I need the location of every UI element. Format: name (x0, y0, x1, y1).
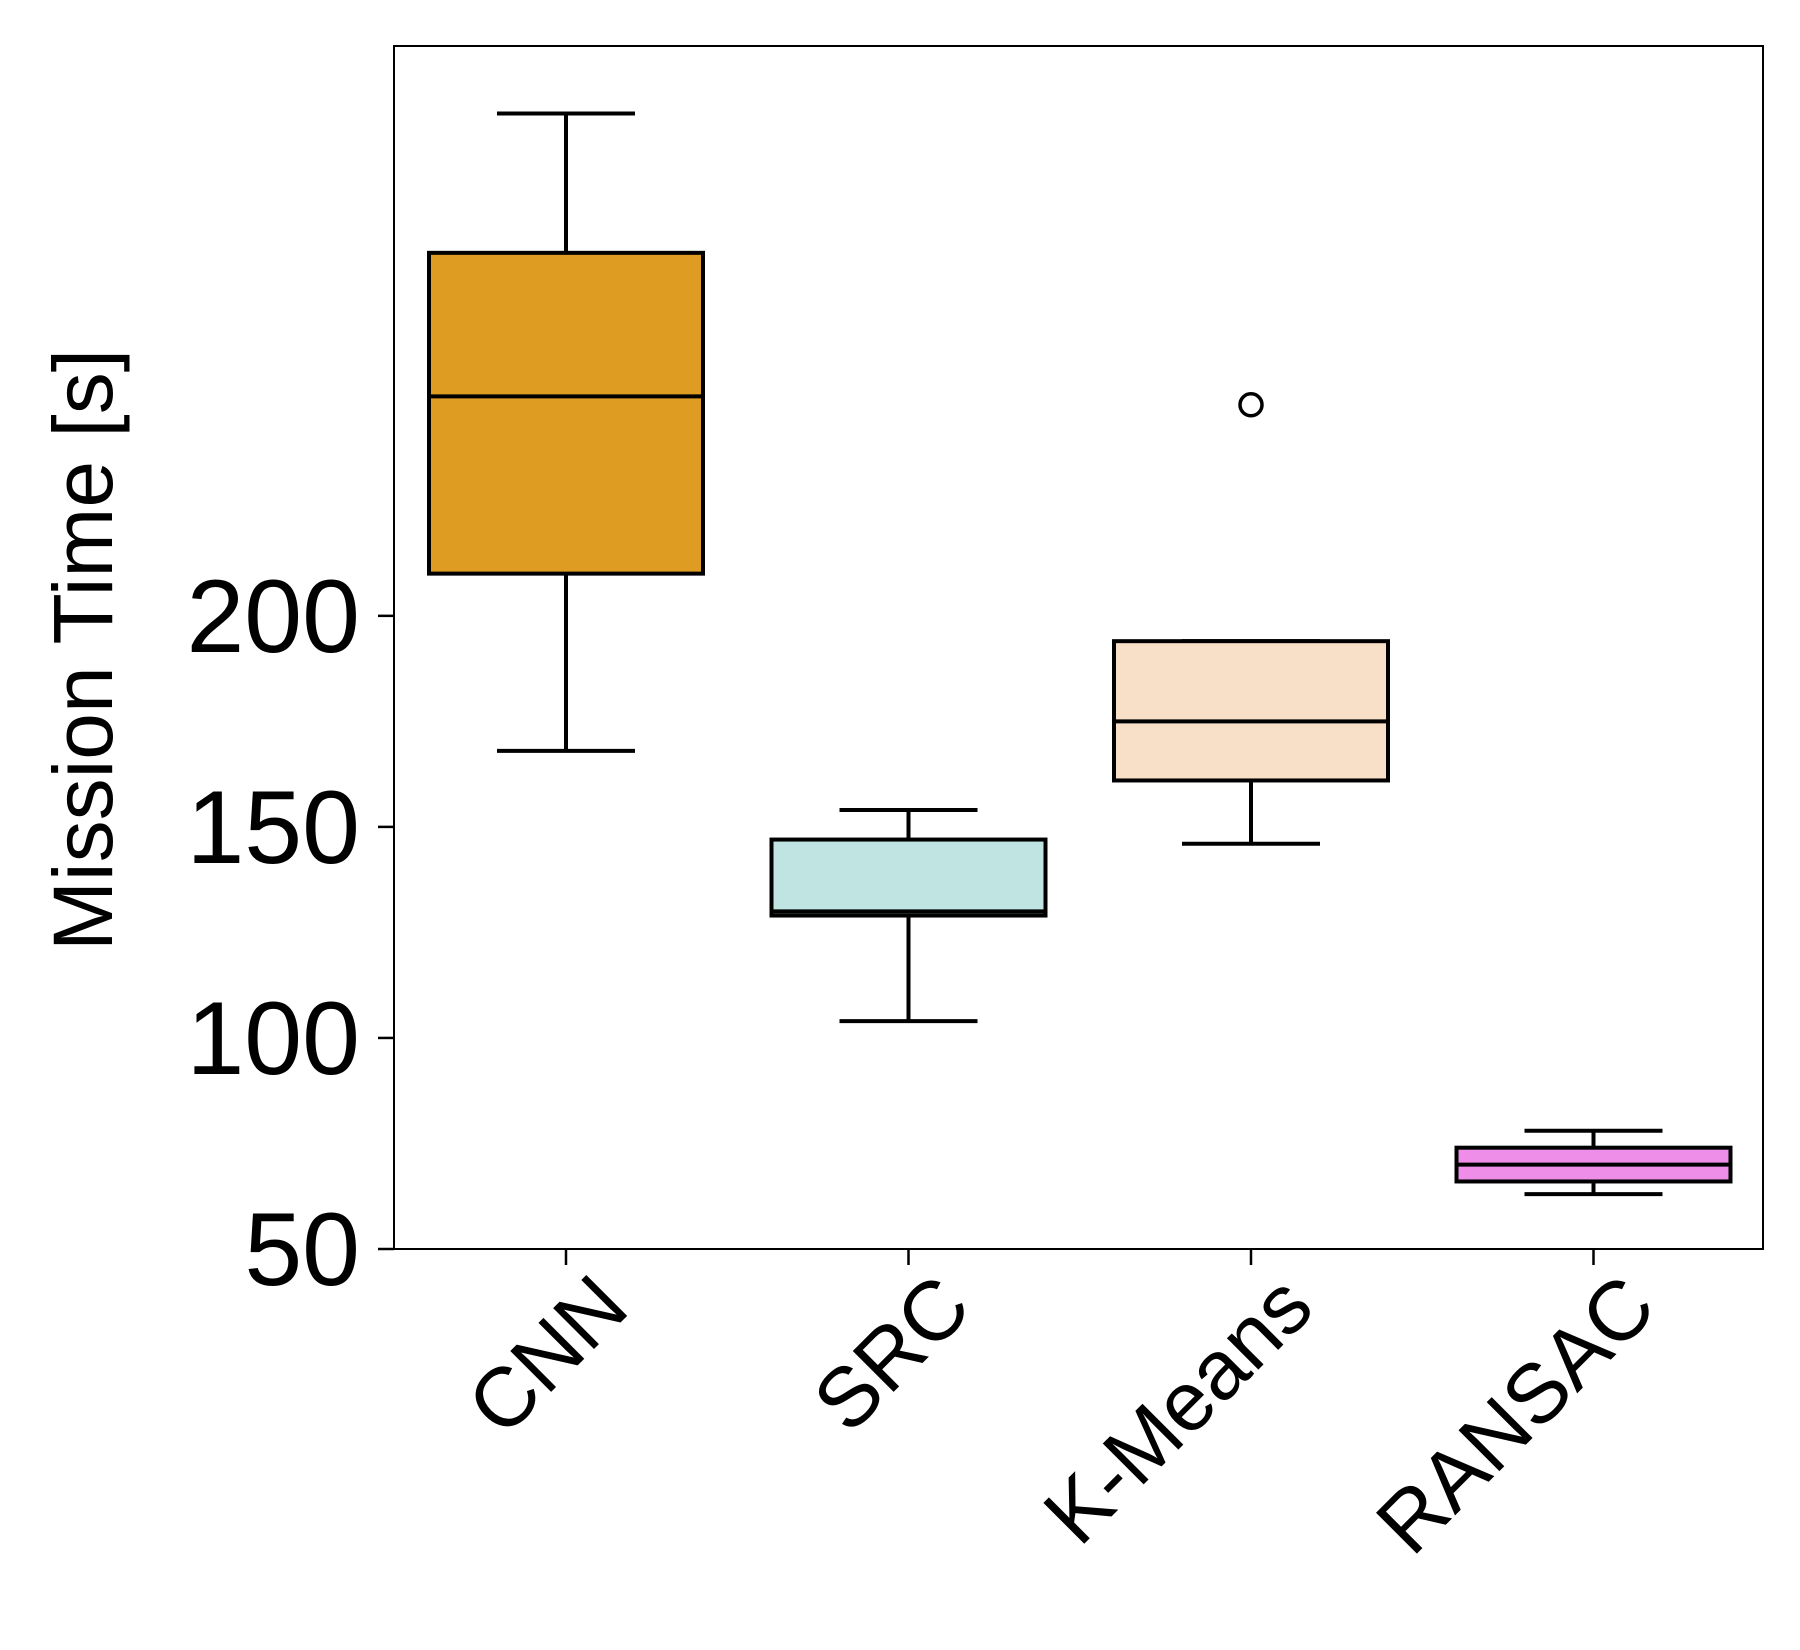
y-axis: 50 100 150 200 (186, 559, 394, 1308)
boxes-layer (427, 111, 1733, 1197)
outlier-point (1238, 392, 1264, 418)
plot-frame (393, 45, 1764, 1250)
iqr-box (427, 250, 705, 576)
y-tick-label: 200 (186, 559, 360, 675)
box-ransac (1454, 1128, 1733, 1197)
y-tick-label: 150 (186, 770, 360, 886)
y-tick-label: 50 (244, 1192, 360, 1308)
box-k-means (1112, 392, 1390, 846)
iqr-box (769, 837, 1048, 918)
iqr-box (1112, 639, 1390, 783)
y-tick-label: 100 (186, 981, 360, 1097)
box-src (769, 808, 1048, 1024)
y-axis-label: Mission Time [s] (36, 349, 130, 951)
box-cnn (427, 111, 705, 753)
